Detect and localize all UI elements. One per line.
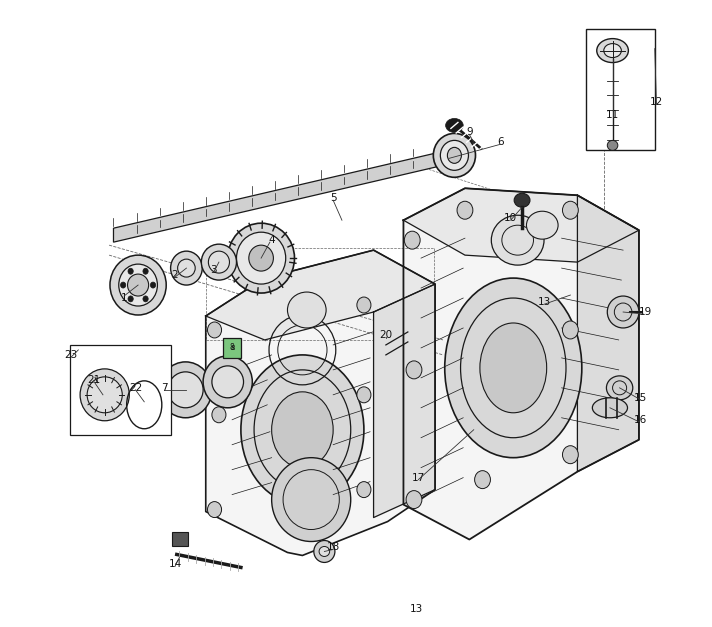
Ellipse shape — [319, 547, 330, 556]
Ellipse shape — [491, 215, 544, 265]
Ellipse shape — [168, 372, 203, 408]
Ellipse shape — [288, 292, 326, 328]
Ellipse shape — [87, 377, 122, 413]
Ellipse shape — [562, 201, 578, 219]
Text: 16: 16 — [634, 415, 647, 424]
Text: 18: 18 — [327, 542, 340, 552]
Text: 21: 21 — [88, 375, 101, 385]
Ellipse shape — [80, 369, 130, 421]
Text: 2: 2 — [172, 270, 178, 280]
Ellipse shape — [272, 392, 333, 468]
Text: 5: 5 — [330, 193, 337, 203]
Ellipse shape — [447, 147, 461, 163]
Ellipse shape — [228, 223, 295, 293]
Ellipse shape — [597, 39, 629, 63]
Ellipse shape — [143, 268, 148, 274]
Text: 20: 20 — [379, 330, 392, 340]
Ellipse shape — [120, 282, 126, 288]
Text: 19: 19 — [639, 307, 651, 317]
Bar — [224, 338, 241, 358]
Text: 7: 7 — [161, 383, 168, 393]
Polygon shape — [577, 195, 639, 472]
Text: 13: 13 — [410, 604, 423, 614]
Ellipse shape — [314, 540, 335, 562]
Ellipse shape — [406, 490, 422, 508]
Polygon shape — [404, 188, 639, 262]
Text: 12: 12 — [650, 97, 663, 107]
Ellipse shape — [272, 458, 351, 542]
Ellipse shape — [406, 361, 422, 379]
Ellipse shape — [110, 255, 166, 315]
Ellipse shape — [607, 296, 639, 328]
Text: 8: 8 — [231, 345, 235, 351]
Ellipse shape — [159, 362, 212, 418]
Ellipse shape — [127, 274, 149, 296]
Polygon shape — [206, 268, 434, 554]
Ellipse shape — [150, 282, 156, 288]
Ellipse shape — [514, 193, 530, 208]
Text: 1: 1 — [121, 293, 127, 303]
Ellipse shape — [592, 398, 627, 418]
Ellipse shape — [607, 140, 618, 150]
Text: 15: 15 — [634, 393, 647, 403]
Ellipse shape — [212, 366, 244, 398]
Text: 10: 10 — [504, 213, 517, 223]
Text: 13: 13 — [538, 297, 552, 307]
Ellipse shape — [434, 134, 476, 177]
Text: 14: 14 — [168, 559, 182, 569]
Text: 6: 6 — [497, 137, 503, 147]
Text: 8: 8 — [230, 344, 234, 352]
Ellipse shape — [143, 296, 148, 302]
Bar — [586, 29, 655, 150]
Ellipse shape — [207, 322, 221, 338]
Ellipse shape — [177, 259, 195, 277]
Text: 4: 4 — [268, 235, 275, 245]
Text: 17: 17 — [412, 473, 425, 483]
Ellipse shape — [128, 268, 133, 274]
Ellipse shape — [128, 296, 133, 302]
Ellipse shape — [357, 482, 371, 498]
Ellipse shape — [357, 297, 371, 313]
Ellipse shape — [562, 321, 578, 339]
Text: 3: 3 — [210, 265, 217, 275]
Ellipse shape — [526, 211, 558, 239]
Ellipse shape — [457, 201, 473, 219]
Polygon shape — [374, 284, 435, 517]
Ellipse shape — [475, 471, 491, 488]
Ellipse shape — [445, 278, 582, 458]
Polygon shape — [113, 150, 447, 242]
Ellipse shape — [119, 264, 157, 306]
Polygon shape — [206, 250, 435, 340]
Text: 22: 22 — [129, 383, 142, 393]
Text: 23: 23 — [65, 350, 78, 360]
Bar — [172, 532, 188, 547]
Ellipse shape — [171, 251, 202, 285]
Ellipse shape — [209, 251, 229, 273]
Ellipse shape — [357, 387, 371, 403]
Ellipse shape — [404, 231, 420, 249]
Ellipse shape — [203, 356, 252, 408]
Ellipse shape — [201, 244, 236, 280]
Text: 11: 11 — [606, 110, 619, 120]
Ellipse shape — [604, 44, 622, 58]
Ellipse shape — [248, 245, 273, 271]
Ellipse shape — [241, 355, 364, 505]
Polygon shape — [206, 250, 435, 556]
Ellipse shape — [236, 232, 286, 284]
Ellipse shape — [562, 446, 578, 464]
Ellipse shape — [212, 407, 226, 423]
Ellipse shape — [440, 140, 468, 171]
Ellipse shape — [446, 119, 464, 132]
Ellipse shape — [480, 323, 547, 413]
Polygon shape — [404, 188, 639, 539]
Ellipse shape — [207, 502, 221, 517]
Ellipse shape — [607, 376, 633, 400]
Text: 9: 9 — [466, 127, 473, 137]
Bar — [70, 345, 171, 435]
